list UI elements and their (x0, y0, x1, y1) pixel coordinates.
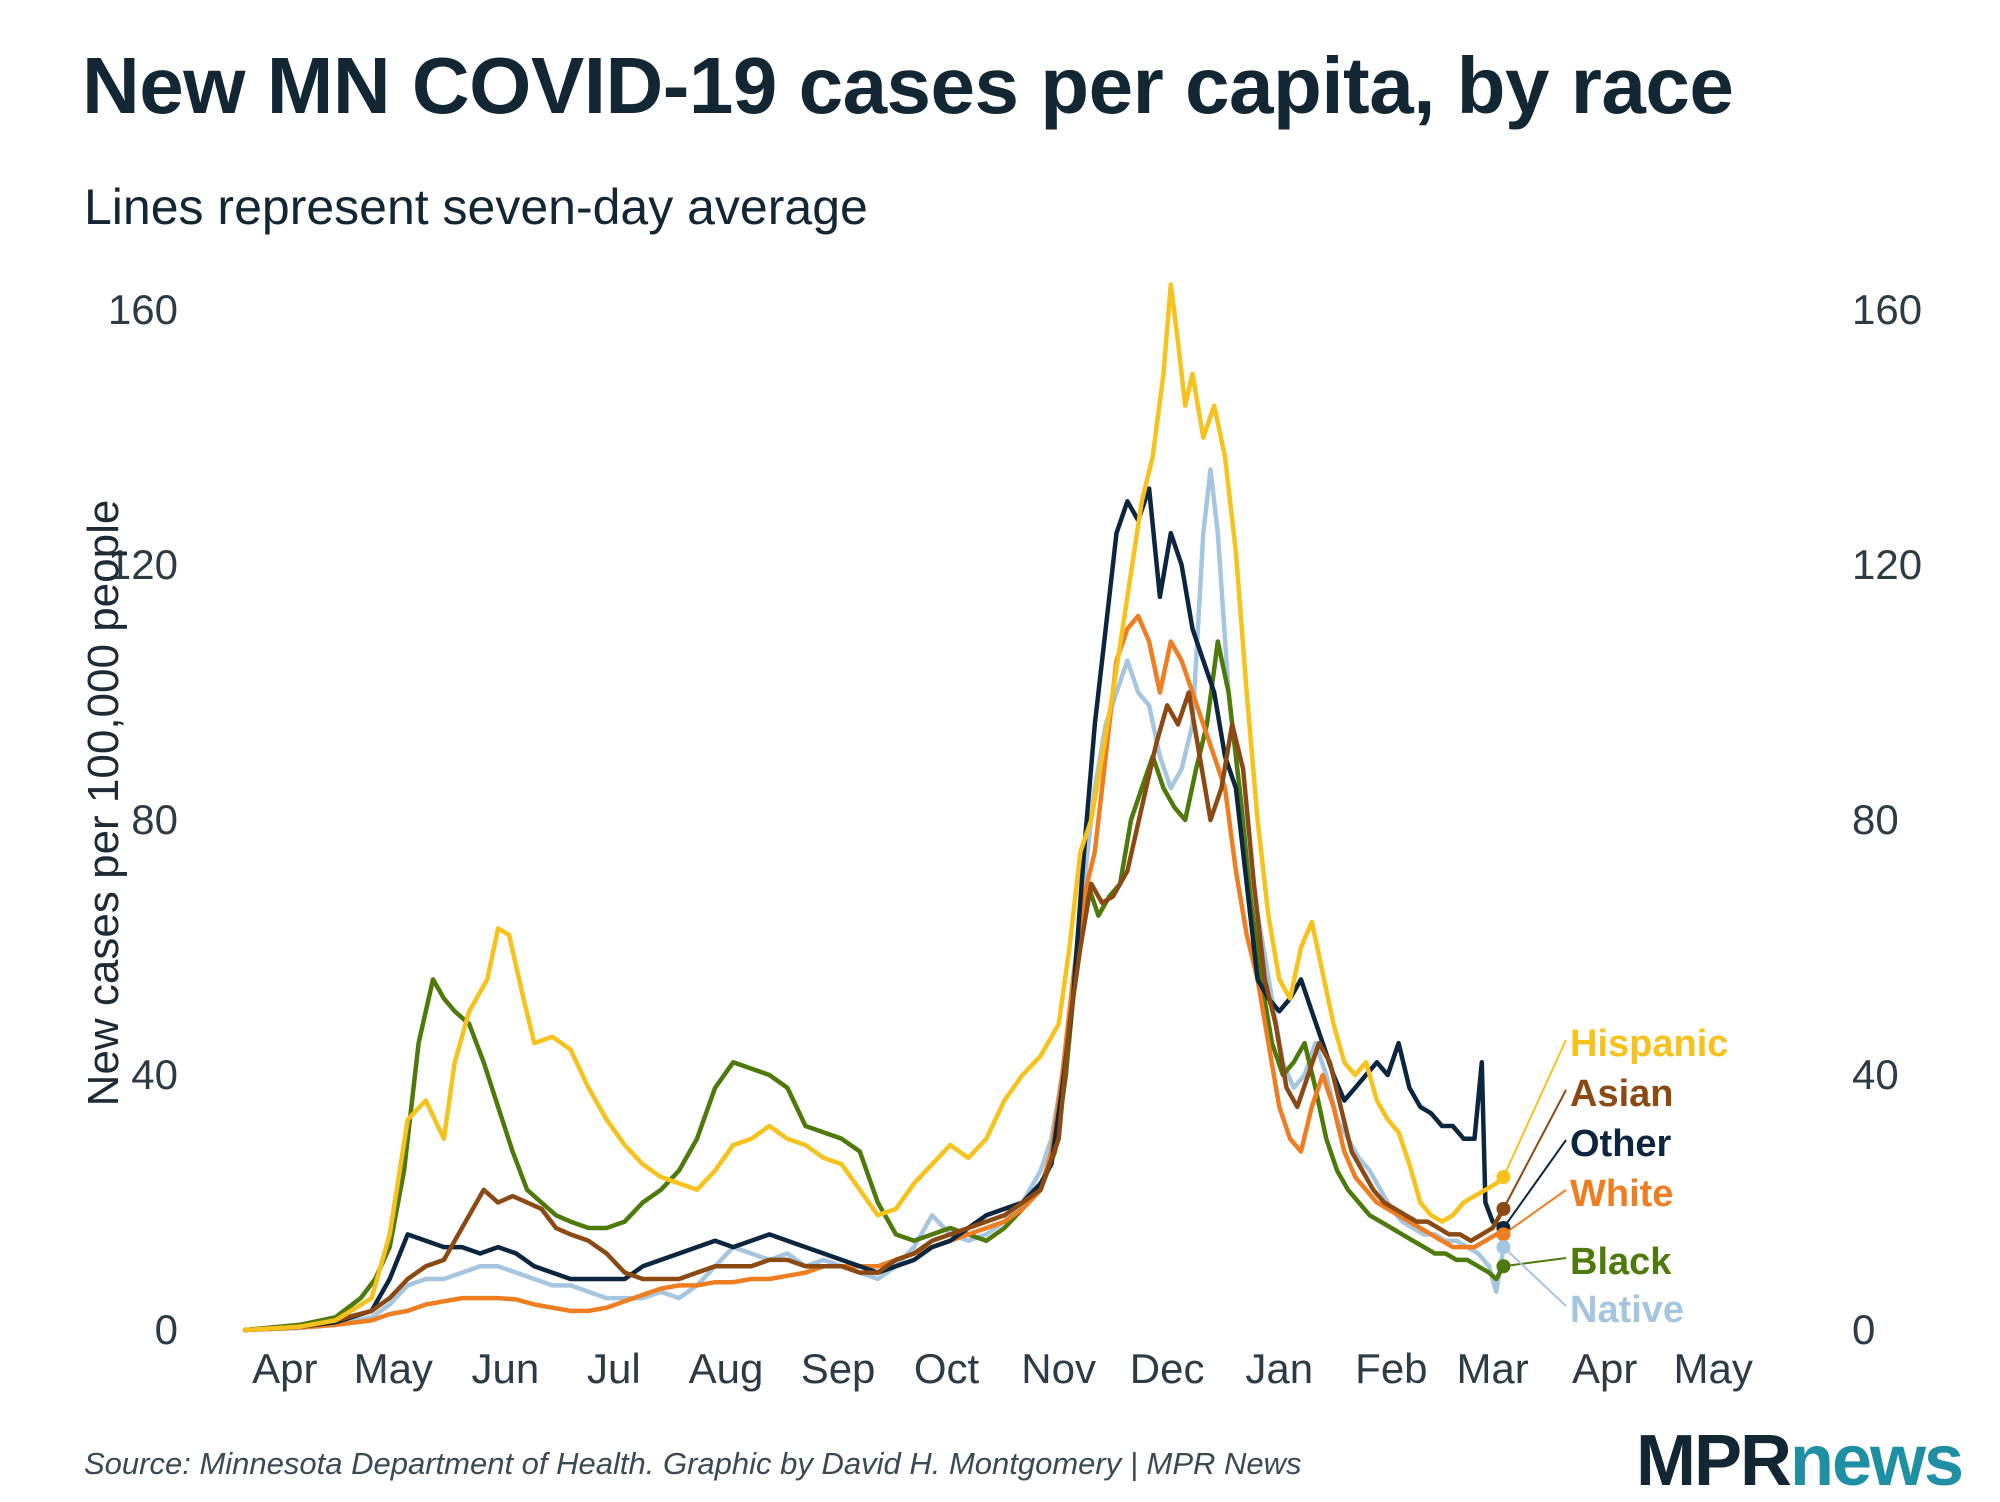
end-dot-hispanic (1496, 1170, 1511, 1184)
y-tick-left-80: 80 (131, 796, 178, 843)
y-tick-left-120: 120 (108, 541, 178, 588)
series-line-hispanic (242, 282, 1506, 1333)
x-tick-5: Sep (801, 1345, 876, 1392)
y-tick-right-0: 0 (1852, 1306, 1875, 1353)
x-tick-8: Dec (1130, 1345, 1205, 1392)
x-tick-1: May (354, 1345, 433, 1392)
series-line-black (242, 639, 1506, 1333)
x-tick-9: Jan (1245, 1345, 1313, 1392)
series-line-white (242, 613, 1506, 1333)
y-tick-right-80: 80 (1852, 796, 1899, 843)
x-tick-10: Feb (1355, 1345, 1427, 1392)
chart-title: New MN COVID-19 cases per capita, by rac… (82, 41, 1734, 130)
series-lines (242, 282, 1506, 1333)
series-line-other (242, 486, 1506, 1333)
label-leader-native (1502, 1246, 1567, 1307)
series-label-native: Native (1570, 1289, 1684, 1331)
series-label-other: Other (1570, 1123, 1672, 1165)
y-tick-left-40: 40 (131, 1051, 178, 1098)
y-axis-left: 0 40 80 120 160 (108, 286, 178, 1353)
label-leader-hispanic (1502, 1039, 1567, 1178)
y-tick-right-40: 40 (1852, 1051, 1899, 1098)
y-axis-label: New cases per 100,000 people (79, 500, 128, 1107)
x-tick-4: Aug (689, 1345, 764, 1392)
series-label-white: White (1570, 1173, 1673, 1215)
label-leader-black (1503, 1257, 1567, 1268)
mpr-news-logo: MPRnews (1636, 1420, 1964, 1502)
x-axis: Apr May Jun Jul Aug Sep Oct Nov Dec Jan Feb Mar Apr M… (252, 1345, 1753, 1392)
x-tick-2: Jun (472, 1345, 540, 1392)
y-tick-left-0: 0 (155, 1306, 178, 1353)
x-tick-13: May (1674, 1345, 1753, 1392)
x-tick-0: Apr (252, 1345, 317, 1392)
y-tick-right-120: 120 (1852, 541, 1922, 588)
series-line-native (242, 467, 1506, 1333)
x-tick-3: Jul (587, 1345, 641, 1392)
series-labels: Hispanic Asian Other White Black Native (1496, 1023, 1728, 1331)
x-tick-11: Mar (1456, 1345, 1528, 1392)
y-tick-right-160: 160 (1852, 286, 1922, 333)
x-tick-6: Oct (914, 1345, 980, 1392)
y-tick-left-160: 160 (108, 286, 178, 333)
series-label-asian: Asian (1570, 1073, 1673, 1115)
series-label-hispanic: Hispanic (1570, 1023, 1728, 1065)
label-leader-asian (1502, 1089, 1567, 1210)
y-axis-right: 0 40 80 120 160 (1852, 286, 1922, 1353)
logo-news-text: news (1790, 1421, 1964, 1501)
label-leader-other (1502, 1139, 1567, 1229)
end-dot-white (1496, 1227, 1511, 1242)
x-tick-7: Nov (1021, 1345, 1096, 1392)
source-note: Source: Minnesota Department of Health. … (84, 1446, 1302, 1481)
end-dot-native (1496, 1240, 1511, 1255)
series-label-black: Black (1570, 1241, 1672, 1283)
chart-subtitle: Lines represent seven-day average (84, 179, 868, 235)
x-tick-12: Apr (1572, 1345, 1637, 1392)
logo-mpr-text: MPR (1636, 1421, 1792, 1501)
end-dot-asian (1496, 1201, 1511, 1216)
end-dot-black (1496, 1259, 1511, 1274)
series-line-asian (242, 690, 1506, 1333)
label-leader-white (1502, 1189, 1567, 1236)
